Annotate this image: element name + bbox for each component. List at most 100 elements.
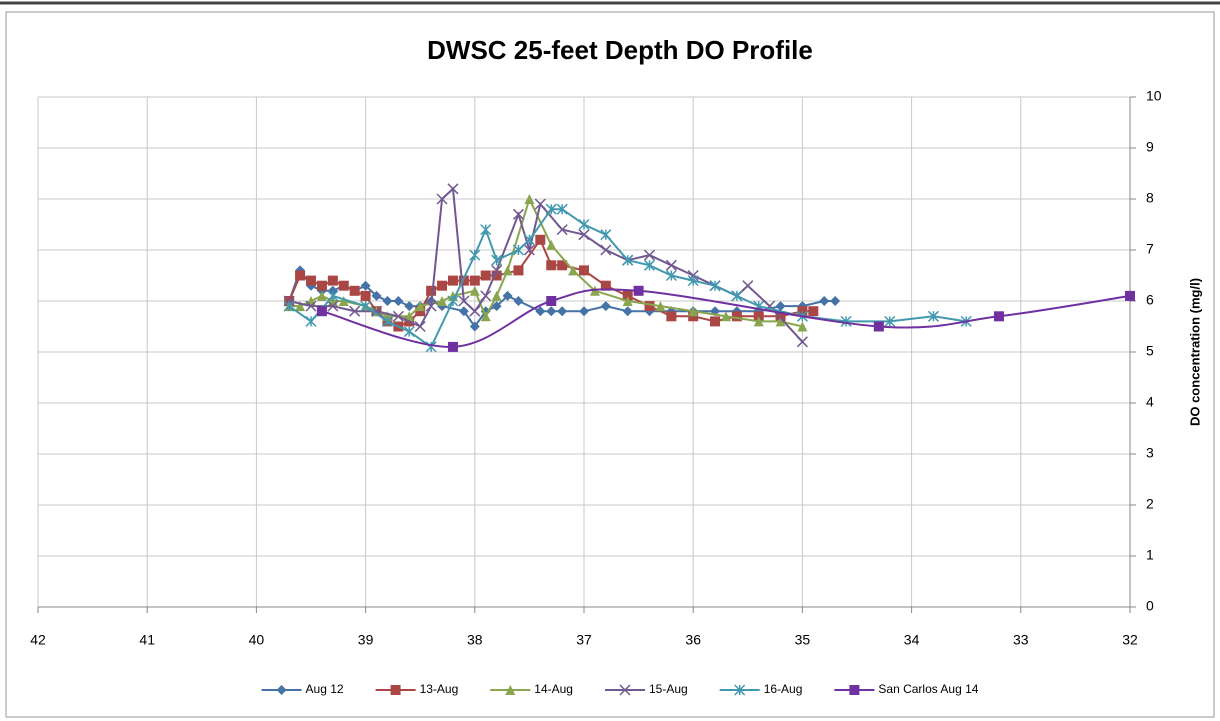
marker	[283, 295, 295, 307]
marker	[884, 315, 896, 327]
marker	[316, 306, 327, 317]
marker	[295, 270, 306, 281]
marker	[491, 290, 502, 301]
marker	[753, 316, 764, 327]
marker	[622, 254, 634, 266]
marker	[458, 306, 469, 317]
y-tick-label: 2	[1146, 496, 1154, 512]
marker	[425, 341, 437, 353]
marker	[469, 285, 480, 296]
marker	[578, 229, 590, 241]
marker	[338, 280, 349, 291]
y-tick-label: 5	[1146, 343, 1154, 359]
marker	[655, 301, 666, 312]
marker	[535, 234, 546, 245]
legend-item: 14-Aug	[490, 682, 573, 696]
marker	[840, 315, 852, 327]
marker	[830, 296, 841, 306]
marker	[305, 300, 317, 312]
marker	[327, 300, 339, 312]
marker	[622, 290, 633, 301]
marker	[688, 311, 699, 322]
marker	[734, 684, 746, 696]
marker	[622, 306, 633, 317]
marker	[808, 306, 819, 317]
marker	[392, 310, 404, 322]
legend-item: Aug 12	[261, 682, 344, 696]
marker	[382, 296, 393, 306]
marker	[665, 259, 677, 271]
marker	[643, 259, 656, 271]
marker	[505, 685, 516, 695]
chart-frame	[5, 11, 1215, 718]
marker	[349, 285, 360, 296]
marker	[688, 306, 699, 317]
marker	[589, 285, 600, 296]
chart-title: DWSC 25-feet Depth DO Profile	[427, 35, 813, 65]
marker	[404, 311, 415, 322]
marker	[579, 265, 589, 276]
y-tick-label: 4	[1146, 394, 1154, 410]
legend-item: 13-Aug	[375, 682, 458, 696]
marker	[316, 290, 327, 301]
marker	[469, 249, 481, 261]
marker	[775, 316, 786, 327]
x-tick-label: 41	[139, 632, 155, 648]
marker	[502, 265, 513, 276]
marker	[512, 208, 525, 220]
y-tick-label: 1	[1146, 547, 1154, 563]
marker	[797, 306, 808, 317]
marker	[534, 198, 546, 210]
marker	[502, 290, 513, 301]
x-tick-label: 34	[904, 632, 920, 648]
marker	[480, 290, 492, 302]
x-tick-label: 32	[1122, 632, 1138, 648]
marker	[557, 260, 568, 271]
marker	[469, 305, 481, 317]
marker	[546, 296, 557, 306]
marker	[513, 265, 524, 276]
marker	[993, 311, 1004, 322]
marker	[545, 203, 557, 215]
x-tick-label: 42	[30, 632, 46, 648]
legend-label: San Carlos Aug 14	[878, 682, 978, 696]
marker	[414, 320, 426, 333]
marker	[720, 311, 731, 322]
y-tick-label: 10	[1146, 88, 1162, 104]
marker	[458, 275, 469, 286]
marker	[327, 275, 338, 286]
marker	[927, 310, 939, 322]
marker	[579, 306, 589, 317]
marker	[742, 280, 754, 292]
marker	[491, 270, 502, 281]
marker	[557, 306, 568, 317]
x-tick-label: 33	[1013, 632, 1029, 648]
marker	[370, 305, 383, 317]
x-tick-label: 40	[249, 632, 265, 648]
marker	[513, 296, 524, 306]
y-tick-label: 3	[1146, 445, 1154, 461]
y-tick-label: 8	[1146, 190, 1154, 206]
marker	[480, 270, 491, 281]
marker	[523, 244, 535, 256]
marker	[469, 275, 480, 286]
y-tick-label: 0	[1146, 598, 1154, 614]
y-tick-label: 6	[1146, 292, 1154, 308]
marker	[403, 326, 415, 338]
marker	[491, 264, 503, 276]
marker	[480, 311, 491, 322]
marker	[276, 685, 287, 695]
marker	[415, 306, 426, 317]
marker	[381, 315, 393, 327]
legend-label: 14-Aug	[534, 682, 573, 696]
marker	[426, 285, 437, 296]
y-axis-label: DO concentration (mg/l)	[1187, 278, 1202, 426]
marker	[305, 315, 317, 327]
marker	[665, 269, 677, 282]
marker	[731, 311, 742, 322]
marker	[775, 311, 786, 322]
x-tick-label: 38	[467, 632, 483, 648]
marker	[360, 300, 372, 312]
legend-item: San Carlos Aug 14	[834, 682, 979, 696]
